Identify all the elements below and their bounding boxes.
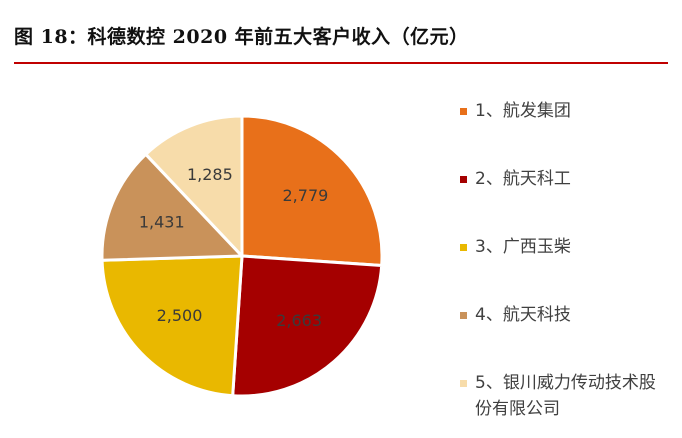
legend-label-1: 1、航发集团	[475, 101, 571, 121]
slice-value-label-2: 2,663	[276, 311, 322, 330]
pie-slice-4	[100, 152, 244, 262]
chart-title: 图 18：科德数控 2020 年前五大客户收入（亿元）	[14, 26, 469, 48]
slice-value-label-4: 1,431	[139, 212, 185, 231]
legend-item-4: 4、航天科技	[460, 302, 675, 370]
legend-item-2: 2、航天科工	[460, 166, 675, 234]
pie-slice-2	[231, 254, 384, 398]
slice-value-label-1: 2,779	[283, 186, 329, 205]
legend-swatch-4	[460, 312, 467, 319]
pie-slice-3	[100, 254, 244, 398]
pie-slice-1	[240, 114, 384, 267]
title-divider	[14, 62, 668, 64]
legend-swatch-3	[460, 244, 467, 251]
legend-swatch-2	[460, 176, 467, 183]
legend-item-1: 1、航发集团	[460, 98, 675, 166]
legend-item-3: 3、广西玉柴	[460, 234, 675, 302]
legend-label-4: 4、航天科技	[475, 305, 571, 325]
slice-value-label-3: 2,500	[157, 306, 203, 325]
legend-swatch-1	[460, 108, 467, 115]
legend-swatch-5	[460, 380, 467, 387]
legend: 1、航发集团 2、航天科工 3、广西玉柴 4、航天科技 5、银川威力传动技术股份…	[460, 98, 675, 438]
legend-label-2: 2、航天科工	[475, 169, 571, 189]
pie-slice-5	[144, 114, 244, 258]
legend-label-5: 5、银川威力传动技术股份有限公司	[475, 373, 656, 419]
legend-item-5: 5、银川威力传动技术股份有限公司	[460, 370, 675, 438]
slice-value-label-5: 1,285	[187, 165, 233, 184]
pie-chart: 2,779 2,663 2,500 1,431 1,285	[100, 114, 384, 398]
legend-label-3: 3、广西玉柴	[475, 237, 571, 257]
